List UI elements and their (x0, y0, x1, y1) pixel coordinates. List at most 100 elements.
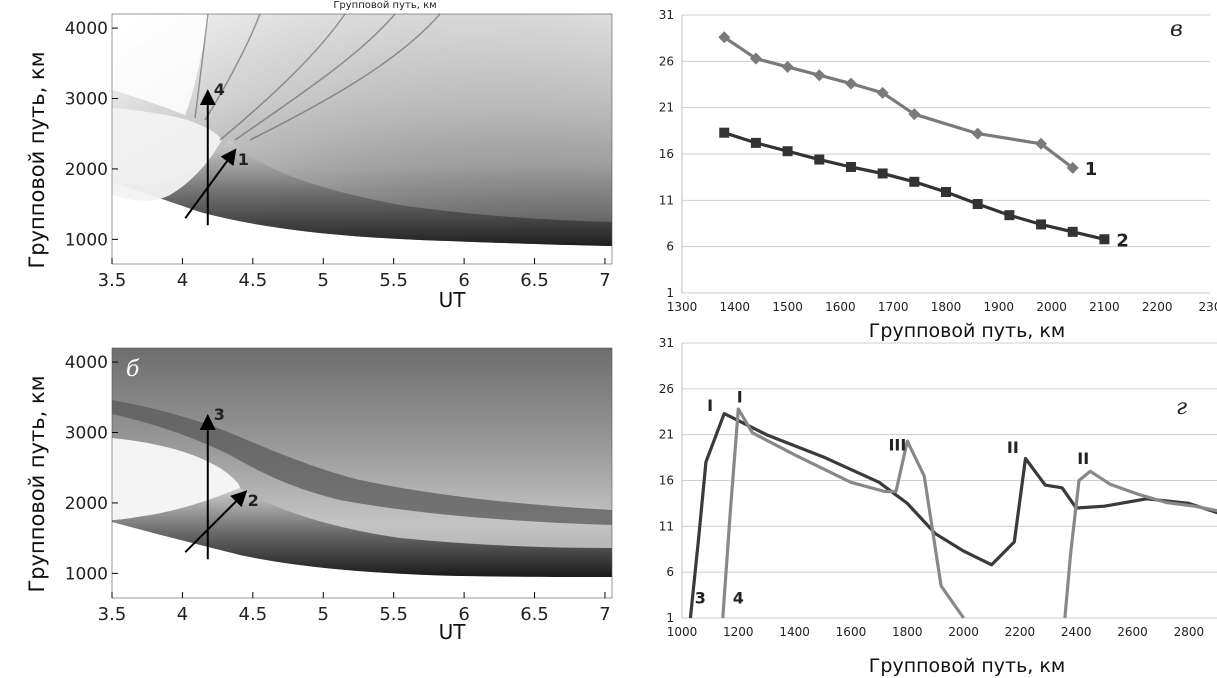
y-tick-label: 21 (659, 428, 674, 442)
panel-b: б 3.5 4 4.5 5 5.5 6 6.5 7 1000 2000 3000 4000 UT Гр… (25, 347, 613, 644)
x-tick-label: 1500 (772, 300, 803, 314)
panel-a-dark-band (112, 140, 612, 246)
x-tick-label: 6.5 (520, 270, 549, 291)
x-tick-label: 2100 (1089, 300, 1120, 314)
panel-a-frame (111, 13, 613, 265)
x-tick-label: 7 (599, 270, 610, 291)
data-point (844, 77, 857, 90)
y-tick-label: 2000 (65, 494, 108, 514)
x-tick-label: 1800 (892, 625, 923, 639)
panel-b-axes: 3.5 4 4.5 5 5.5 6 6.5 7 1000 2000 3000 4000 (65, 353, 611, 625)
arrow-label-3: 3 (214, 405, 225, 424)
annotation-label: I (707, 396, 713, 415)
arrow-2 (184, 490, 248, 553)
annotation-label: II (1077, 449, 1089, 468)
panel-g-grid (682, 342, 1217, 619)
data-point (814, 154, 825, 165)
x-tick-label: 4 (177, 604, 188, 625)
panel-b-arrows: 32 (184, 405, 259, 560)
data-point (813, 69, 826, 82)
y-tick-label: 4000 (65, 353, 108, 373)
y-tick-label: 21 (659, 101, 674, 115)
data-point (971, 127, 984, 140)
panel-a-streaks (194, 13, 441, 141)
x-tick-label: 3.5 (98, 270, 127, 291)
y-tick-label: 3000 (65, 424, 108, 444)
x-tick-label: 4.5 (239, 604, 268, 625)
series-label-2: 2 (1116, 230, 1129, 251)
panel-b-upper-edge (112, 400, 612, 525)
data-point (1067, 226, 1078, 237)
y-tick-label: 11 (659, 193, 674, 207)
y-tick-label: 1 (666, 611, 674, 625)
data-point (845, 161, 856, 172)
y-tick-label: 2000 (65, 160, 108, 180)
panel-g-xlabel: Групповой путь, км (869, 655, 1065, 677)
x-tick-label: 1700 (878, 300, 909, 314)
x-tick-label: 1600 (836, 625, 867, 639)
arrow-1 (184, 148, 237, 219)
data-point (749, 52, 762, 65)
y-tick-label: 1000 (65, 230, 108, 250)
x-tick-label: 2400 (1061, 625, 1092, 639)
y-tick-label: 16 (659, 474, 674, 488)
y-tick-label: 26 (659, 54, 674, 68)
panel-a-letter: а (132, 23, 145, 48)
x-tick-label: 1300 (667, 300, 698, 314)
data-point (909, 176, 920, 187)
x-tick-label: 1200 (723, 625, 754, 639)
data-point (781, 60, 794, 73)
data-point (750, 137, 761, 148)
data-point (876, 86, 889, 99)
x-tick-label: 2000 (1036, 300, 1067, 314)
x-tick-label: 2000 (948, 625, 979, 639)
annotation-label: III (888, 435, 906, 454)
data-point (718, 31, 731, 44)
series-line-1 (723, 35, 1074, 170)
panel-a-ylabel: Групповой путь, км (25, 51, 49, 268)
data-point (719, 127, 730, 138)
panel-b-lower-white (112, 522, 612, 598)
x-tick-label: 6 (458, 270, 469, 291)
panel-b-letter: б (126, 357, 140, 382)
y-tick-label: 31 (659, 8, 674, 22)
x-tick-label: 6 (458, 604, 469, 625)
y-tick-label: 6 (666, 565, 674, 579)
x-tick-label: 1900 (984, 300, 1015, 314)
x-tick-label: 3.5 (98, 604, 127, 625)
annotation-label: II (1007, 438, 1019, 457)
x-tick-label: 1800 (931, 300, 962, 314)
y-tick-label: 1000 (65, 564, 108, 584)
panel-a-top-caption: Групповой путь, км (333, 0, 436, 11)
y-tick-label: 4000 (65, 19, 108, 39)
y-tick-label: 16 (659, 147, 674, 161)
panel-b-dark-band (112, 488, 612, 577)
series-label-1: 1 (1085, 159, 1098, 180)
panel-v-grid (682, 14, 1210, 294)
panel-g-series (688, 407, 1217, 619)
series-line-4 (721, 407, 965, 619)
panel-v-xlabel: Групповой путь, км (869, 320, 1065, 342)
x-tick-label: 1000 (667, 625, 698, 639)
data-point (877, 168, 888, 179)
panel-a: Групповой путь, км а 3.5 4 4.5 5 5.5 6 6.5 7 100… (25, 0, 613, 312)
data-point (908, 108, 921, 121)
annotation-label: 4 (733, 588, 744, 607)
panel-a-axes: 3.5 4 4.5 5 5.5 6 6.5 7 1000 2000 3000 4000 (65, 19, 611, 291)
panel-a-xlabel: UT (439, 288, 467, 312)
panel-v-series: 12 (718, 31, 1129, 251)
data-point (1066, 161, 1079, 174)
series-line-3 (688, 412, 1217, 619)
annotation-label: 3 (695, 588, 706, 607)
data-point (941, 186, 951, 197)
data-point (782, 146, 793, 157)
x-tick-label: 5 (318, 604, 329, 625)
panel-a-upper-white (112, 14, 210, 115)
x-tick-label: 1400 (720, 300, 751, 314)
panel-b-frame (111, 347, 613, 599)
x-tick-label: 6.5 (520, 604, 549, 625)
